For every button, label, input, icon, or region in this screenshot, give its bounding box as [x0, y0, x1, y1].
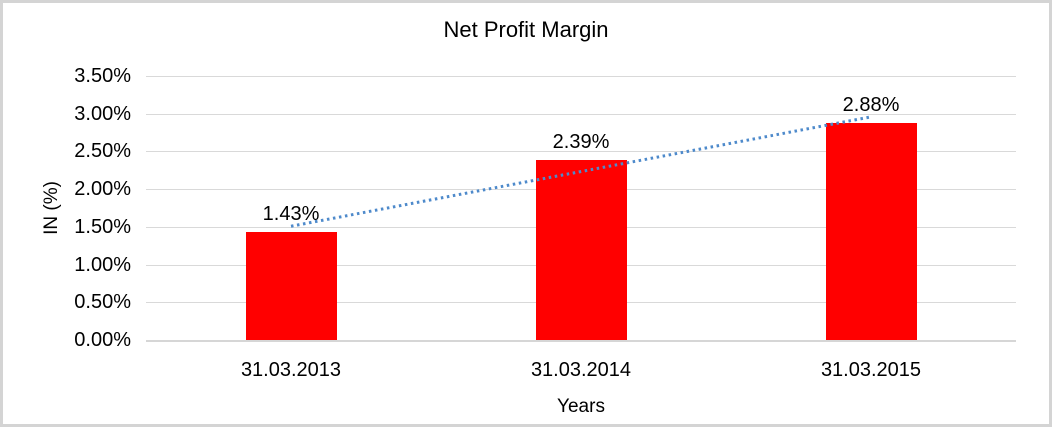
gridline	[146, 76, 1016, 77]
bar-data-label: 1.43%	[262, 203, 320, 226]
y-tick-label: 1.00%	[74, 253, 131, 276]
x-tick-label: 31.03.2015	[820, 359, 922, 381]
x-tick-label: 31.03.2013	[240, 359, 342, 381]
y-tick-label: 2.50%	[74, 140, 131, 163]
x-axis-title: Years	[557, 396, 605, 417]
y-tick-label: 1.50%	[74, 215, 131, 238]
y-tick-label: 0.00%	[74, 329, 131, 351]
y-tick-label: 3.50%	[74, 65, 131, 87]
bar	[825, 122, 917, 340]
chart-title: Net Profit Margin	[443, 17, 609, 42]
x-tick-label: 31.03.2014	[530, 359, 632, 381]
y-tick-label: 2.00%	[74, 178, 131, 201]
y-tick-label: 0.50%	[74, 291, 131, 314]
bar-data-label: 2.39%	[552, 130, 610, 153]
bar	[245, 232, 337, 340]
y-tick-label: 3.00%	[74, 102, 131, 125]
bar-data-label: 2.88%	[842, 93, 900, 116]
bar	[535, 159, 627, 340]
gridline	[146, 113, 1016, 115]
